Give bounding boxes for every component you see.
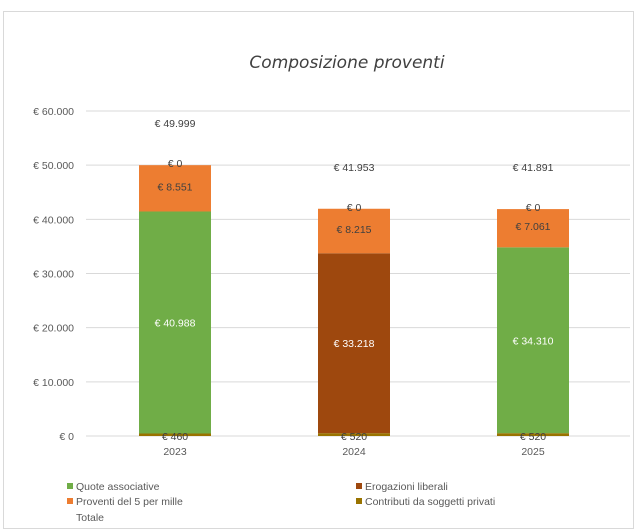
zero-label: € 0	[526, 202, 541, 214]
y-tick-label: € 50.000	[33, 160, 74, 172]
bar-segment	[497, 433, 569, 436]
x-axis-ticks: 2023 2024 2025	[163, 446, 545, 458]
data-label: € 8.215	[336, 224, 371, 236]
data-label: € 8.551	[157, 181, 192, 193]
data-label: € 520	[341, 431, 367, 443]
legend-label: Erogazioni liberali	[365, 481, 448, 493]
legend-swatch	[67, 483, 73, 489]
data-label: € 460	[162, 431, 188, 443]
total-label: € 41.891	[513, 162, 554, 174]
data-label: € 40.988	[155, 317, 196, 329]
x-tick-label: 2023	[163, 446, 187, 458]
y-tick-label: € 20.000	[33, 323, 74, 335]
legend-swatch	[356, 483, 362, 489]
legend-label: Proventi del 5 per mille	[76, 496, 183, 508]
data-label: € 33.218	[334, 338, 375, 350]
bar-segment	[139, 165, 211, 212]
y-tick-label: € 60.000	[33, 106, 74, 118]
bar-segment	[497, 209, 569, 248]
zero-label: € 0	[347, 202, 362, 214]
total-label: € 49.999	[155, 118, 196, 130]
bar-segment	[497, 247, 569, 434]
legend-label: Contributi da soggetti privati	[365, 496, 495, 508]
y-tick-label: € 30.000	[33, 269, 74, 281]
bar-segment	[318, 253, 390, 434]
legend: Quote associative Erogazioni liberali Prov…	[67, 481, 495, 524]
data-label: € 7.061	[515, 221, 550, 233]
y-tick-label: € 10.000	[33, 377, 74, 389]
zero-label: € 0	[168, 158, 183, 170]
data-labels: € 460 € 40.988 € 8.551 € 0 € 49.999 € 520 € 33…	[155, 118, 554, 443]
bar-segment	[318, 208, 390, 254]
legend-swatch	[356, 498, 362, 504]
x-tick-label: 2024	[342, 446, 366, 458]
y-tick-label: € 0	[59, 431, 74, 443]
data-label: € 520	[520, 431, 546, 443]
bar-segment	[318, 433, 390, 436]
total-label: € 41.953	[334, 162, 375, 174]
data-label: € 34.310	[513, 335, 554, 347]
legend-label: Totale	[76, 512, 104, 524]
legend-label: Quote associative	[76, 481, 160, 493]
x-tick-label: 2025	[521, 446, 545, 458]
bar-segment	[139, 211, 211, 434]
bar-segment	[139, 433, 211, 436]
legend-swatch	[67, 498, 73, 504]
chart-title: Composizione proventi	[249, 53, 444, 73]
y-tick-label: € 40.000	[33, 214, 74, 226]
y-axis-ticks: € 0 € 10.000 € 20.000 € 30.000 € 40.000 € 50.…	[33, 106, 74, 443]
bars	[139, 165, 569, 436]
